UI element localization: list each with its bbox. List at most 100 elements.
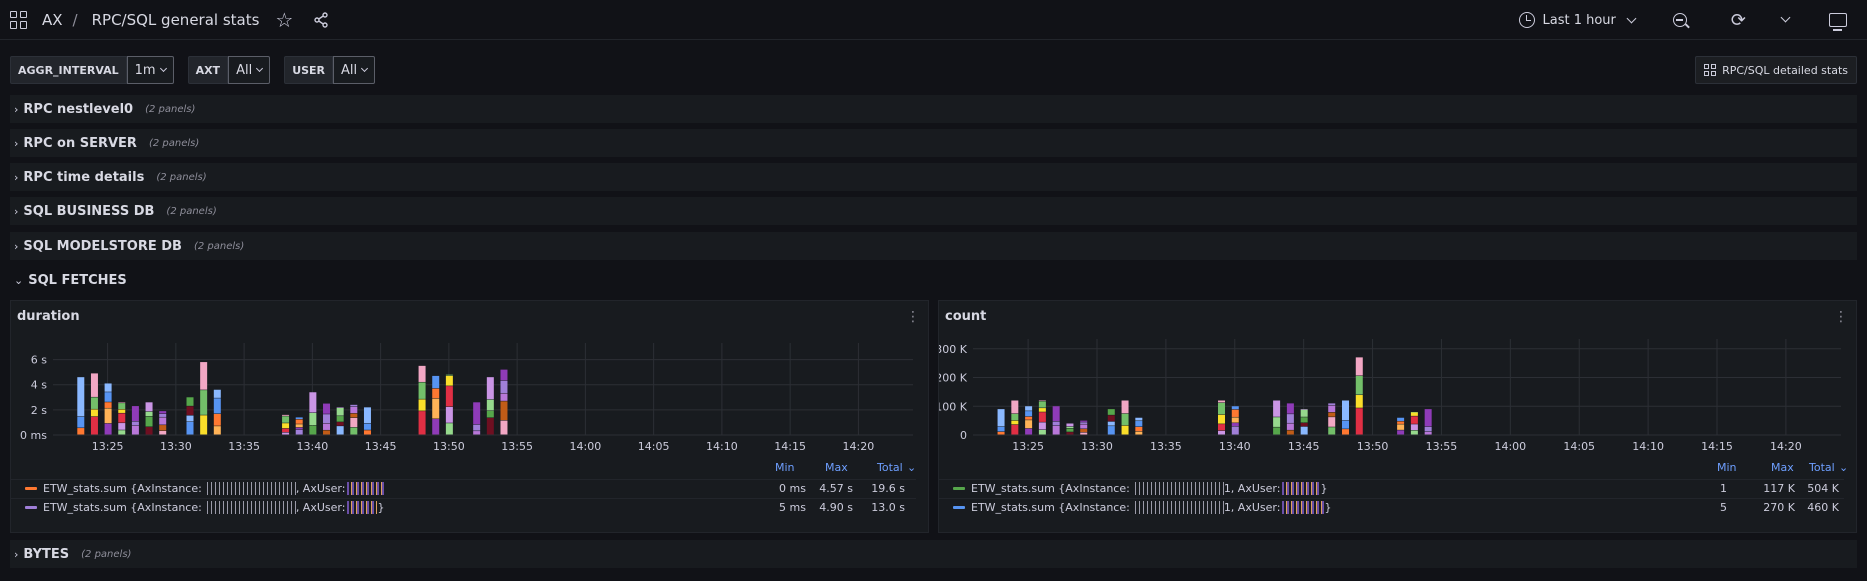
row-rpc-on-server[interactable]: › RPC on SERVER (2 panels) xyxy=(10,129,1857,157)
bar-segment xyxy=(295,424,303,428)
bar xyxy=(145,402,153,435)
bar-segment xyxy=(1300,422,1308,427)
dashboard-link-button[interactable]: RPC/SQL detailed stats xyxy=(1695,56,1857,84)
bar-segment xyxy=(1397,424,1405,430)
dashboard-grid-icon xyxy=(1704,64,1717,76)
legend-item[interactable]: ETW_stats.sum {AxInstance: , AxUser: } xyxy=(11,498,916,516)
variable-select-axt[interactable]: All xyxy=(228,56,271,84)
legend-item[interactable]: ETW_stats.sum {AxInstance: 1, AxUser: } xyxy=(939,498,1844,516)
legend-header-total[interactable]: Total xyxy=(1809,461,1835,474)
bar-segment xyxy=(1300,426,1308,435)
panel-title[interactable]: count xyxy=(945,309,987,324)
legend-header-total[interactable]: Total xyxy=(877,461,903,474)
bar xyxy=(1038,400,1046,435)
bar-segment xyxy=(1107,426,1115,435)
legend-max-value: 270 K xyxy=(1763,501,1795,514)
refresh-interval-chevron-icon[interactable] xyxy=(1780,12,1791,22)
share-icon[interactable] xyxy=(313,11,329,28)
bar-segment xyxy=(1410,430,1418,435)
bar-segment xyxy=(1355,376,1363,395)
row-bytes[interactable]: › BYTES (2 panels) xyxy=(10,540,1857,568)
bar-segment xyxy=(1218,414,1225,424)
bar-segment xyxy=(213,413,221,426)
row-rpc-time-details[interactable]: › RPC time details (2 panels) xyxy=(10,163,1857,191)
legend-header-max[interactable]: Max xyxy=(825,461,848,474)
bar xyxy=(1025,406,1033,435)
bar xyxy=(445,374,453,435)
bar-segment xyxy=(1052,425,1060,435)
bar-segment xyxy=(1066,426,1074,429)
legend-item[interactable]: ETW_stats.sum {AxInstance: , AxUser: xyxy=(11,479,916,497)
legend-header-max[interactable]: Max xyxy=(1771,461,1794,474)
variable-select-user[interactable]: All xyxy=(333,56,376,84)
bar xyxy=(1218,400,1225,435)
panel-menu-icon[interactable]: ⋮ xyxy=(906,309,920,325)
bar xyxy=(282,414,290,435)
row-panel-count: (2 panels) xyxy=(148,137,200,149)
row-sql-fetches[interactable]: ⌄ SQL FETCHES xyxy=(10,266,1857,294)
bar xyxy=(1355,357,1363,435)
panel-menu-icon[interactable]: ⋮ xyxy=(1834,309,1848,325)
bar-segment xyxy=(90,373,98,397)
redacted-text xyxy=(203,482,296,495)
bar-segment xyxy=(432,375,440,389)
bar-segment xyxy=(1080,420,1088,422)
x-tick-label: 14:20 xyxy=(843,440,875,453)
row-sql-modelstore-db[interactable]: › SQL MODELSTORE DB (2 panels) xyxy=(10,232,1857,260)
dashboard-title[interactable]: RPC/SQL general stats xyxy=(91,10,260,29)
zoom-out-icon[interactable] xyxy=(1672,13,1687,27)
variable-value: All xyxy=(341,62,358,78)
y-tick-label: 4 s xyxy=(31,379,47,392)
variable-label-user: USER xyxy=(284,56,334,84)
refresh-icon[interactable]: ⟳ xyxy=(1730,9,1746,31)
legend-header-min[interactable]: Min xyxy=(1717,461,1737,474)
series-name-user: 1, AxUser: xyxy=(1223,482,1281,495)
bar-segment xyxy=(90,409,98,417)
bar-segment xyxy=(1231,417,1239,423)
redacted-text xyxy=(1131,482,1224,495)
series-name-user: , AxUser: xyxy=(295,482,346,495)
x-tick-label: 13:35 xyxy=(1150,440,1182,453)
tv-mode-icon[interactable] xyxy=(1829,13,1847,31)
bar-segment xyxy=(1121,400,1129,414)
bar xyxy=(1410,412,1418,435)
breadcrumb-folder[interactable]: AX xyxy=(42,10,63,29)
chevron-down-icon xyxy=(1626,13,1637,23)
bar-segment xyxy=(295,429,303,435)
bar-segment xyxy=(1025,428,1033,435)
apps-grid-icon[interactable] xyxy=(10,10,28,29)
x-tick-label: 14:05 xyxy=(1563,440,1595,453)
x-tick-label: 14:20 xyxy=(1770,440,1802,453)
bar-segment xyxy=(1135,426,1143,432)
x-tick-label: 13:25 xyxy=(92,440,124,453)
legend-header-min[interactable]: Min xyxy=(775,461,795,474)
bar-segment xyxy=(1273,417,1281,427)
bar-segment xyxy=(90,397,98,409)
bar-segment xyxy=(1231,406,1239,410)
variable-select-aggr-interval[interactable]: 1m xyxy=(126,56,174,84)
bar-segment xyxy=(1080,429,1088,433)
bar-segment xyxy=(118,423,126,430)
row-sql-business-db[interactable]: › SQL BUSINESS DB (2 panels) xyxy=(10,197,1857,225)
variable-label-aggr-interval: AGGR_INTERVAL xyxy=(10,56,127,84)
series-color-swatch xyxy=(953,487,965,490)
bar xyxy=(131,406,139,435)
star-icon[interactable]: ☆ xyxy=(275,7,294,32)
bar-segment xyxy=(159,411,167,414)
time-range-picker[interactable]: Last 1 hour xyxy=(1518,12,1637,28)
series-name-user: , AxUser: xyxy=(295,501,346,514)
bar-segment xyxy=(118,409,126,413)
bar-segment xyxy=(1342,420,1349,429)
row-rpc-nestlevel0[interactable]: › RPC nestlevel0 (2 panels) xyxy=(10,95,1857,123)
bar-segment xyxy=(1038,422,1046,430)
bar-segment xyxy=(336,407,344,408)
panel-title[interactable]: duration xyxy=(17,309,80,324)
bar xyxy=(1286,403,1294,435)
y-tick-label: 200 K xyxy=(939,372,968,385)
bar-segment xyxy=(350,417,358,428)
bar-segment xyxy=(323,430,331,435)
bar-segment xyxy=(186,397,194,406)
bar-segment xyxy=(363,430,371,435)
legend-item[interactable]: ETW_stats.sum {AxInstance: 1, AxUser: } xyxy=(939,479,1844,497)
variable-value: All xyxy=(236,62,253,78)
